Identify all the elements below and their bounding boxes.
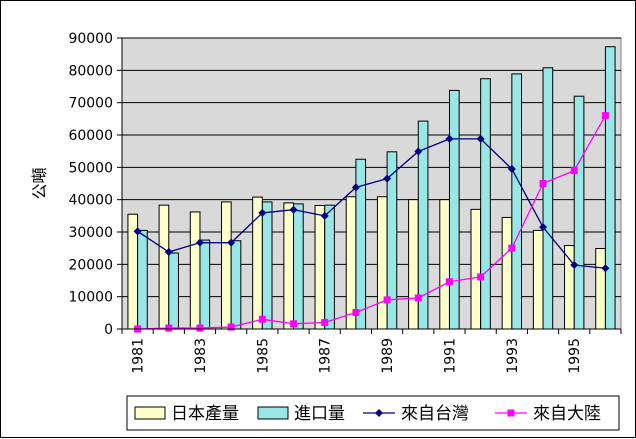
y-tick-label: 40000 bbox=[68, 193, 113, 209]
x-tick-label: 1989 bbox=[380, 338, 396, 374]
bar-japan-production bbox=[470, 208, 482, 330]
bar-imports bbox=[448, 89, 460, 330]
legend-label: 日本產量 bbox=[171, 404, 239, 424]
point-from-taiwan bbox=[539, 223, 548, 232]
bar-japan-production bbox=[314, 204, 326, 330]
bar-imports bbox=[261, 201, 273, 330]
legend-label: 來自大陸 bbox=[533, 404, 601, 424]
point-from-taiwan bbox=[445, 134, 454, 143]
bar-japan-production bbox=[220, 201, 232, 330]
bar-imports bbox=[604, 46, 616, 330]
bar-imports bbox=[511, 73, 523, 330]
point-from-mainland bbox=[227, 323, 235, 331]
y-tick-label: 10000 bbox=[68, 290, 113, 306]
bar-imports bbox=[199, 239, 211, 330]
x-tick-label: 1983 bbox=[193, 338, 209, 374]
y-tick-label: 70000 bbox=[68, 96, 113, 112]
point-from-mainland bbox=[258, 315, 266, 323]
point-from-mainland bbox=[290, 320, 298, 328]
bar-japan-production bbox=[595, 247, 606, 330]
point-from-mainland bbox=[601, 112, 609, 120]
point-from-mainland bbox=[477, 273, 485, 281]
point-from-taiwan bbox=[570, 260, 579, 269]
point-from-mainland bbox=[196, 324, 204, 332]
point-from-taiwan bbox=[320, 211, 329, 220]
point-from-mainland bbox=[445, 278, 453, 286]
legend-swatch bbox=[134, 406, 166, 420]
legend-marker bbox=[507, 409, 515, 417]
y-tick-label: 90000 bbox=[68, 31, 113, 47]
bar-japan-production bbox=[439, 199, 450, 330]
series-line-from-taiwan bbox=[137, 138, 606, 269]
bar-japan-production bbox=[532, 229, 544, 330]
point-from-mainland bbox=[165, 324, 173, 332]
point-from-mainland bbox=[414, 294, 422, 302]
bar-imports bbox=[324, 204, 335, 330]
bar-imports bbox=[230, 240, 242, 330]
point-from-taiwan bbox=[476, 134, 485, 143]
bar-japan-production bbox=[408, 199, 419, 330]
point-from-mainland bbox=[508, 244, 516, 252]
x-tick-label: 1993 bbox=[505, 338, 521, 374]
axes: 0 10000 20000 30000 40000 50000 60000 70000 8000… bbox=[68, 31, 622, 374]
point-from-mainland bbox=[539, 180, 547, 187]
series-line-from-mainland bbox=[137, 115, 606, 330]
y-tick-label: 80000 bbox=[68, 63, 113, 79]
point-from-taiwan bbox=[133, 227, 142, 236]
point-from-mainland bbox=[321, 319, 329, 327]
y-tick-label: 0 bbox=[104, 322, 113, 338]
legend: 日本產量 進口量 來自台灣 來自大陸 bbox=[126, 395, 620, 431]
bar-imports bbox=[542, 67, 554, 330]
point-from-taiwan bbox=[414, 147, 423, 156]
bar-japan-production bbox=[501, 216, 513, 330]
y-tick-label: 20000 bbox=[68, 257, 113, 273]
legend-swatch bbox=[257, 406, 289, 420]
bar-imports bbox=[137, 229, 148, 330]
point-from-taiwan bbox=[351, 183, 360, 192]
point-from-taiwan bbox=[289, 205, 298, 214]
y-axis-label: 公噸 bbox=[30, 167, 49, 199]
legend-label: 進口量 bbox=[294, 404, 345, 424]
point-from-taiwan bbox=[164, 248, 173, 257]
point-from-taiwan bbox=[195, 238, 204, 247]
x-tick-label: 1985 bbox=[255, 338, 271, 374]
bar-imports bbox=[573, 95, 585, 330]
point-from-taiwan bbox=[227, 238, 236, 247]
bar-japan-production bbox=[376, 196, 388, 330]
bar-japan-production bbox=[564, 245, 575, 330]
bar-japan-production bbox=[283, 202, 295, 330]
point-from-taiwan bbox=[383, 174, 392, 183]
bar-japan-production bbox=[189, 211, 201, 330]
legend-marker bbox=[375, 409, 383, 417]
x-tick-label: 1987 bbox=[318, 338, 334, 374]
x-tick-label: 1991 bbox=[442, 338, 458, 374]
point-from-mainland bbox=[352, 309, 360, 317]
legend-label: 來自台灣 bbox=[401, 404, 469, 424]
bar-imports bbox=[293, 203, 304, 330]
point-from-taiwan bbox=[507, 164, 516, 173]
x-tick-label: 1995 bbox=[567, 338, 583, 374]
point-from-mainland bbox=[570, 167, 578, 175]
y-tick-label: 50000 bbox=[68, 160, 113, 176]
x-tick-label: 1981 bbox=[131, 338, 147, 374]
bar-imports bbox=[168, 252, 179, 330]
bars bbox=[127, 46, 616, 330]
y-tick-label: 30000 bbox=[68, 225, 113, 241]
point-from-mainland bbox=[383, 296, 391, 304]
y-tick-label: 60000 bbox=[68, 128, 113, 144]
bar-imports bbox=[480, 78, 491, 330]
point-from-taiwan bbox=[601, 264, 610, 273]
bar-japan-production bbox=[158, 204, 170, 330]
point-from-taiwan bbox=[258, 208, 267, 217]
